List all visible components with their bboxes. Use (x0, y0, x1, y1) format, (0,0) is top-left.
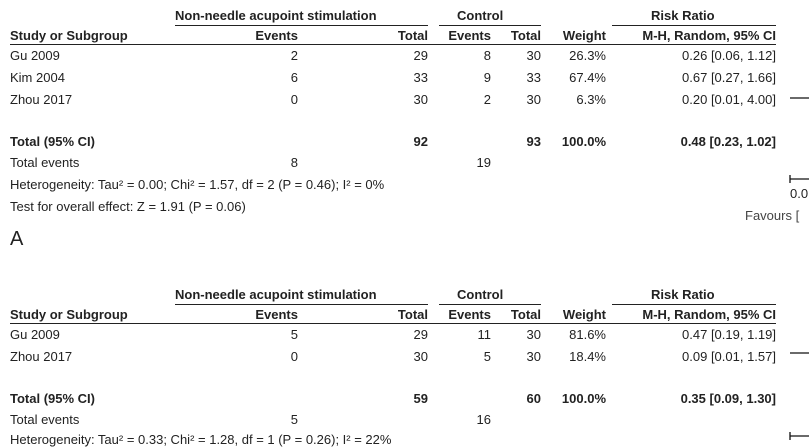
heterogeneity-statistic: Heterogeneity: Tau² = 0.00; Chi² = 1.57,… (10, 177, 385, 192)
experimental-total: 30 (413, 349, 428, 364)
axis-tick-label: 0.0 (790, 186, 809, 201)
pooled-control-total: 60 (526, 391, 541, 406)
experimental-total: 30 (413, 92, 428, 107)
control-total-column-header: Total (510, 307, 541, 322)
control-total: 33 (526, 70, 541, 85)
risk-ratio-ci: 0.67 [0.27, 1.66] (682, 70, 776, 85)
control-header-rule (439, 25, 541, 26)
control-group-header: Control (457, 287, 504, 302)
control-events: 11 (477, 327, 492, 342)
forest-marks-panel-b (789, 352, 809, 440)
method-column-header: M-H, Random, 95% CI (642, 307, 776, 322)
risk-ratio-header-rule (612, 25, 776, 26)
control-total: 30 (526, 327, 541, 342)
pooled-experimental-total: 92 (413, 134, 428, 149)
risk-ratio-ci: 0.20 [0.01, 4.00] (682, 92, 776, 107)
pooled-experimental-total: 59 (413, 391, 428, 406)
experimental-total: 29 (413, 327, 428, 342)
overall-effect-test: Test for overall effect: Z = 1.91 (P = 0… (10, 199, 246, 214)
control-events: 9 (483, 70, 491, 85)
pooled-weight: 100.0% (561, 134, 606, 149)
risk-ratio-ci: 0.47 [0.19, 1.19] (682, 327, 776, 342)
total-experimental-events: 8 (290, 155, 298, 170)
risk-ratio-header-rule (612, 304, 776, 305)
experimental-group-header: Non-needle acupoint stimulation (175, 287, 377, 302)
study-column-header: Study or Subgroup (10, 307, 128, 322)
control-events-column-header: Events (448, 28, 491, 43)
control-total: 30 (526, 349, 541, 364)
total-experimental-events: 5 (290, 412, 298, 427)
study-weight: 18.4% (569, 349, 606, 364)
total-column-header: Total (397, 307, 428, 322)
study-weight: 26.3% (569, 48, 606, 63)
pooled-risk-ratio-ci: 0.48 [0.23, 1.02] (680, 134, 776, 149)
panel-label: A (10, 228, 24, 250)
experimental-total: 29 (413, 48, 428, 63)
control-total: 30 (526, 92, 541, 107)
risk-ratio-ci: 0.26 [0.06, 1.12] (682, 48, 776, 63)
control-header-rule (439, 304, 541, 305)
control-total-column-header: Total (510, 28, 541, 43)
total-column-header: Total (397, 28, 428, 43)
control-events: 2 (483, 92, 491, 107)
pooled-total-label: Total (95% CI) (10, 134, 95, 149)
pooled-risk-ratio-ci: 0.35 [0.09, 1.30] (680, 391, 776, 406)
study-weight: 6.3% (576, 92, 606, 107)
study-name: Gu 2009 (10, 48, 60, 63)
heterogeneity-statistic: Heterogeneity: Tau² = 0.33; Chi² = 1.28,… (10, 432, 392, 447)
weight-column-header: Weight (562, 28, 606, 43)
experimental-events: 5 (290, 327, 298, 342)
column-header-rule (10, 44, 776, 45)
study-column-header: Study or Subgroup (10, 28, 128, 43)
experimental-events: 2 (290, 48, 298, 63)
study-weight: 67.4% (569, 70, 606, 85)
study-name: Gu 2009 (10, 327, 60, 342)
experimental-events: 0 (290, 349, 298, 364)
experimental-header-rule (175, 25, 428, 26)
experimental-events: 0 (290, 92, 298, 107)
risk-ratio-header: Risk Ratio (651, 8, 715, 23)
pooled-total-label: Total (95% CI) (10, 391, 95, 406)
total-control-events: 16 (476, 412, 491, 427)
total-events-label: Total events (10, 155, 80, 170)
pooled-weight: 100.0% (561, 391, 606, 406)
study-name: Kim 2004 (10, 70, 65, 85)
control-group-header: Control (457, 8, 504, 23)
total-control-events: 19 (476, 155, 491, 170)
control-events: 8 (483, 48, 491, 63)
study-name: Zhou 2017 (10, 92, 73, 107)
weight-column-header: Weight (562, 307, 606, 322)
pooled-control-total: 93 (526, 134, 541, 149)
forest-marks-panel-a (789, 97, 809, 183)
risk-ratio-header: Risk Ratio (651, 287, 715, 302)
study-weight: 81.6% (569, 327, 606, 342)
column-header-rule (10, 323, 776, 324)
experimental-total: 33 (413, 70, 428, 85)
favours-label: Favours [ (745, 208, 800, 223)
control-events-column-header: Events (448, 307, 491, 322)
risk-ratio-ci: 0.09 [0.01, 1.57] (682, 349, 776, 364)
experimental-header-rule (175, 304, 428, 305)
experimental-events: 6 (290, 70, 298, 85)
total-events-label: Total events (10, 412, 80, 427)
events-column-header: Events (255, 28, 298, 43)
control-events: 5 (483, 349, 491, 364)
study-name: Zhou 2017 (10, 349, 73, 364)
events-column-header: Events (255, 307, 298, 322)
control-total: 30 (526, 48, 541, 63)
method-column-header: M-H, Random, 95% CI (642, 28, 776, 43)
experimental-group-header: Non-needle acupoint stimulation (175, 8, 377, 23)
